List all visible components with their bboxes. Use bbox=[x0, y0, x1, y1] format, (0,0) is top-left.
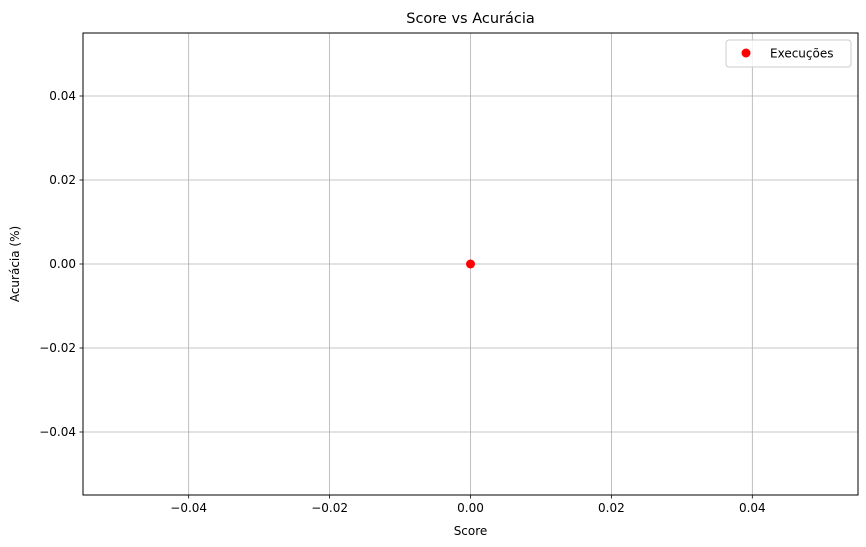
y-tick-label: −0.02 bbox=[39, 341, 76, 355]
y-tick-label: 0.00 bbox=[49, 257, 76, 271]
legend-label: Execuções bbox=[770, 47, 833, 61]
y-tick-label: −0.04 bbox=[39, 425, 76, 439]
tick-layer: −0.04 −0.02 0.00 0.02 0.04 −0.04 −0.02 0.00 0.02… bbox=[39, 89, 765, 515]
x-axis-title: Score bbox=[454, 524, 488, 538]
x-tick-label: 0.04 bbox=[739, 501, 766, 515]
legend-marker bbox=[741, 48, 751, 58]
x-tick-label: −0.02 bbox=[311, 501, 348, 515]
y-tick-label: 0.04 bbox=[49, 89, 76, 103]
data-point bbox=[466, 259, 475, 269]
y-axis-title: Acurácia (%) bbox=[8, 226, 22, 302]
x-tick-label: −0.04 bbox=[170, 501, 207, 515]
x-tick-label: 0.02 bbox=[598, 501, 625, 515]
point-layer bbox=[466, 259, 475, 269]
legend-box bbox=[725, 39, 852, 68]
chart-title: Score vs Acurácia bbox=[406, 11, 535, 27]
legend: Execuções bbox=[725, 39, 852, 68]
grid-layer bbox=[83, 33, 858, 495]
y-tick-label: 0.02 bbox=[49, 173, 76, 187]
x-tick-label: 0.00 bbox=[457, 501, 484, 515]
